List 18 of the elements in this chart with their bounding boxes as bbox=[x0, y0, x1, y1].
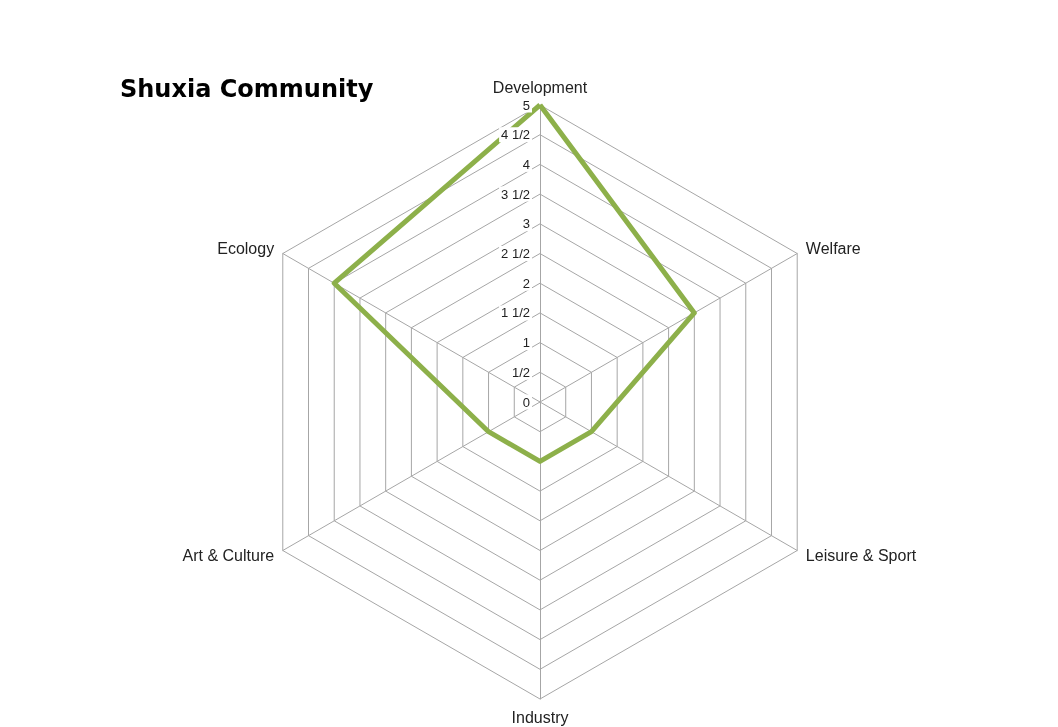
spoke-label: Industry bbox=[511, 708, 569, 726]
y-tick-label: 3 1/2 bbox=[501, 186, 530, 202]
y-tick-label: 5 bbox=[522, 97, 530, 113]
y-tick-label: 4 bbox=[522, 156, 530, 172]
y-tick-label: 1 1/2 bbox=[501, 305, 530, 321]
spoke-label: Art & Culture bbox=[182, 547, 275, 564]
spoke-label: Welfare bbox=[805, 240, 861, 257]
y-tick-label: 2 bbox=[522, 275, 530, 291]
y-tick-label: 1 bbox=[522, 335, 530, 351]
y-tick-label: 0 bbox=[522, 394, 530, 410]
spoke-label: Leisure & Sport bbox=[805, 547, 917, 564]
y-tick-label: 2 1/2 bbox=[501, 246, 530, 261]
chart-title: Shuxia Community bbox=[120, 75, 374, 103]
y-tick-label: 4 1/2 bbox=[501, 127, 530, 143]
spoke-label: Ecology bbox=[217, 240, 275, 257]
spoke-label: Development bbox=[492, 78, 588, 96]
y-tick-label: 3 bbox=[522, 216, 530, 232]
y-tick-label: 1/2 bbox=[511, 364, 530, 380]
